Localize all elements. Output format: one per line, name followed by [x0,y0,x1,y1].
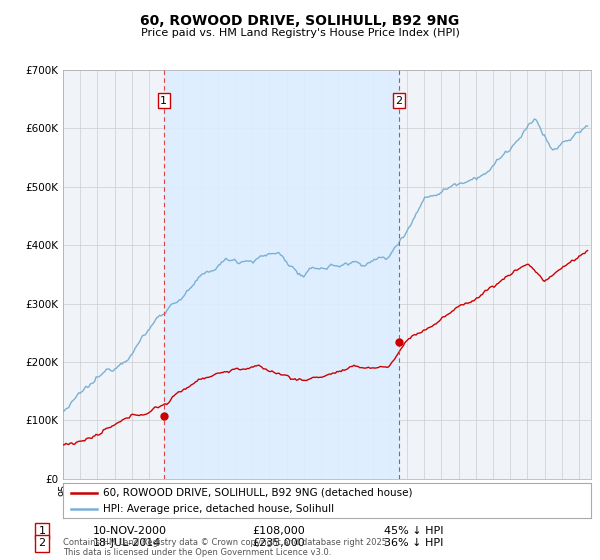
Text: 60, ROWOOD DRIVE, SOLIHULL, B92 9NG (detached house): 60, ROWOOD DRIVE, SOLIHULL, B92 9NG (det… [103,488,412,498]
Text: £235,000: £235,000 [252,538,305,548]
Text: 2: 2 [38,538,46,548]
Text: HPI: Average price, detached house, Solihull: HPI: Average price, detached house, Soli… [103,503,334,514]
Text: Price paid vs. HM Land Registry's House Price Index (HPI): Price paid vs. HM Land Registry's House … [140,28,460,38]
Text: 36% ↓ HPI: 36% ↓ HPI [384,538,443,548]
Text: Contains HM Land Registry data © Crown copyright and database right 2025.
This d: Contains HM Land Registry data © Crown c… [63,538,389,557]
Text: 60, ROWOOD DRIVE, SOLIHULL, B92 9NG: 60, ROWOOD DRIVE, SOLIHULL, B92 9NG [140,14,460,28]
Text: 18-JUL-2014: 18-JUL-2014 [93,538,161,548]
Bar [164,70,399,479]
Text: 1: 1 [38,526,46,536]
Text: 45% ↓ HPI: 45% ↓ HPI [384,526,443,536]
Text: 2: 2 [395,96,403,106]
Text: 1: 1 [160,96,167,106]
Text: 10-NOV-2000: 10-NOV-2000 [93,526,167,536]
Text: £108,000: £108,000 [252,526,305,536]
